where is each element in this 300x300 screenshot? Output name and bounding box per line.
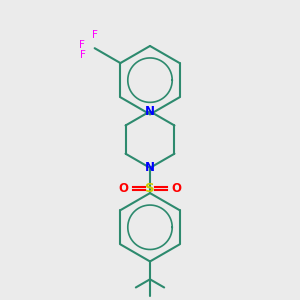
Text: F: F (92, 30, 98, 40)
Text: S: S (145, 182, 155, 195)
Text: F: F (80, 50, 86, 60)
Text: N: N (145, 161, 155, 174)
Text: O: O (172, 182, 182, 195)
Text: F: F (79, 40, 85, 50)
Text: O: O (118, 182, 128, 195)
Text: N: N (145, 105, 155, 118)
